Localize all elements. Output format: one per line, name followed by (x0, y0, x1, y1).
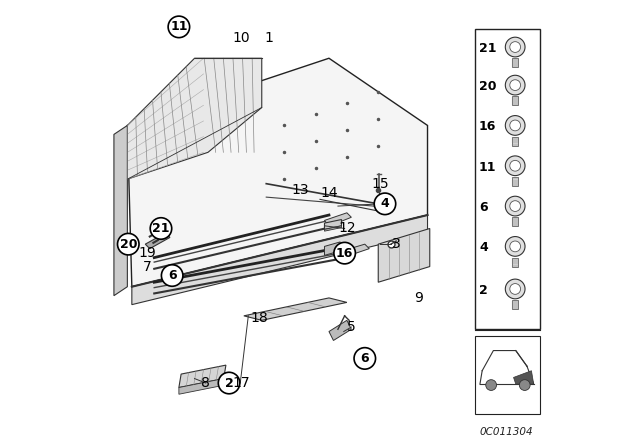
Circle shape (506, 75, 525, 95)
Circle shape (218, 372, 240, 394)
Circle shape (506, 156, 525, 176)
Bar (513, 300, 518, 309)
Text: 3: 3 (392, 237, 401, 251)
Circle shape (510, 42, 520, 52)
Circle shape (506, 116, 525, 135)
Bar (513, 58, 518, 67)
Text: 5: 5 (347, 320, 356, 334)
Polygon shape (179, 365, 226, 388)
Circle shape (374, 193, 396, 215)
Circle shape (510, 284, 520, 294)
Polygon shape (324, 242, 340, 255)
Text: 0C011304: 0C011304 (479, 427, 532, 437)
Text: 2: 2 (479, 284, 488, 297)
Text: 6: 6 (479, 201, 488, 214)
Polygon shape (114, 125, 127, 296)
Bar (476, 336, 540, 414)
Text: 20: 20 (479, 80, 497, 93)
Bar (513, 96, 518, 105)
Circle shape (486, 380, 497, 391)
Text: 4: 4 (381, 197, 389, 211)
Text: 18: 18 (251, 311, 268, 325)
Text: 6: 6 (360, 352, 369, 365)
Circle shape (118, 233, 139, 255)
Text: 15: 15 (372, 177, 389, 191)
Polygon shape (378, 228, 430, 282)
Circle shape (150, 218, 172, 239)
Polygon shape (244, 298, 347, 320)
Polygon shape (145, 233, 170, 249)
Bar (513, 258, 518, 267)
Circle shape (510, 241, 520, 252)
Circle shape (506, 279, 525, 299)
Text: 11: 11 (170, 20, 188, 34)
Text: 6: 6 (168, 269, 177, 282)
Circle shape (510, 80, 520, 90)
Bar (513, 137, 518, 146)
Text: 12: 12 (338, 221, 356, 236)
Polygon shape (324, 220, 342, 229)
Text: 20: 20 (120, 237, 137, 251)
Text: 14: 14 (320, 185, 338, 200)
Circle shape (354, 348, 376, 369)
Circle shape (506, 237, 525, 256)
Circle shape (520, 380, 530, 391)
Text: 16: 16 (479, 120, 497, 134)
Circle shape (510, 201, 520, 211)
Bar (513, 217, 518, 226)
Polygon shape (329, 320, 351, 340)
Circle shape (506, 196, 525, 216)
Circle shape (161, 265, 183, 286)
Circle shape (510, 160, 520, 171)
Polygon shape (342, 244, 369, 256)
Text: 10: 10 (233, 31, 250, 45)
Text: 8: 8 (202, 376, 210, 390)
Polygon shape (132, 215, 428, 305)
Polygon shape (127, 58, 262, 179)
Polygon shape (179, 379, 224, 394)
Text: 21: 21 (479, 42, 497, 55)
Text: 19: 19 (139, 246, 156, 260)
Text: 11: 11 (479, 160, 497, 174)
Polygon shape (324, 213, 351, 226)
Text: 9: 9 (414, 291, 423, 305)
Text: 4: 4 (479, 241, 488, 254)
Text: 16: 16 (336, 246, 353, 260)
Text: 21: 21 (152, 222, 170, 235)
Bar (513, 177, 518, 186)
Text: 2: 2 (225, 376, 234, 390)
Circle shape (510, 120, 520, 131)
Text: 17: 17 (233, 376, 250, 390)
Text: 7: 7 (143, 259, 152, 274)
Circle shape (168, 16, 189, 38)
Bar (476, 29, 540, 329)
Circle shape (506, 37, 525, 57)
Polygon shape (513, 371, 534, 384)
Text: 1: 1 (264, 31, 273, 45)
Circle shape (334, 242, 355, 264)
Polygon shape (324, 226, 342, 231)
Polygon shape (127, 58, 428, 287)
Text: 13: 13 (291, 183, 308, 198)
